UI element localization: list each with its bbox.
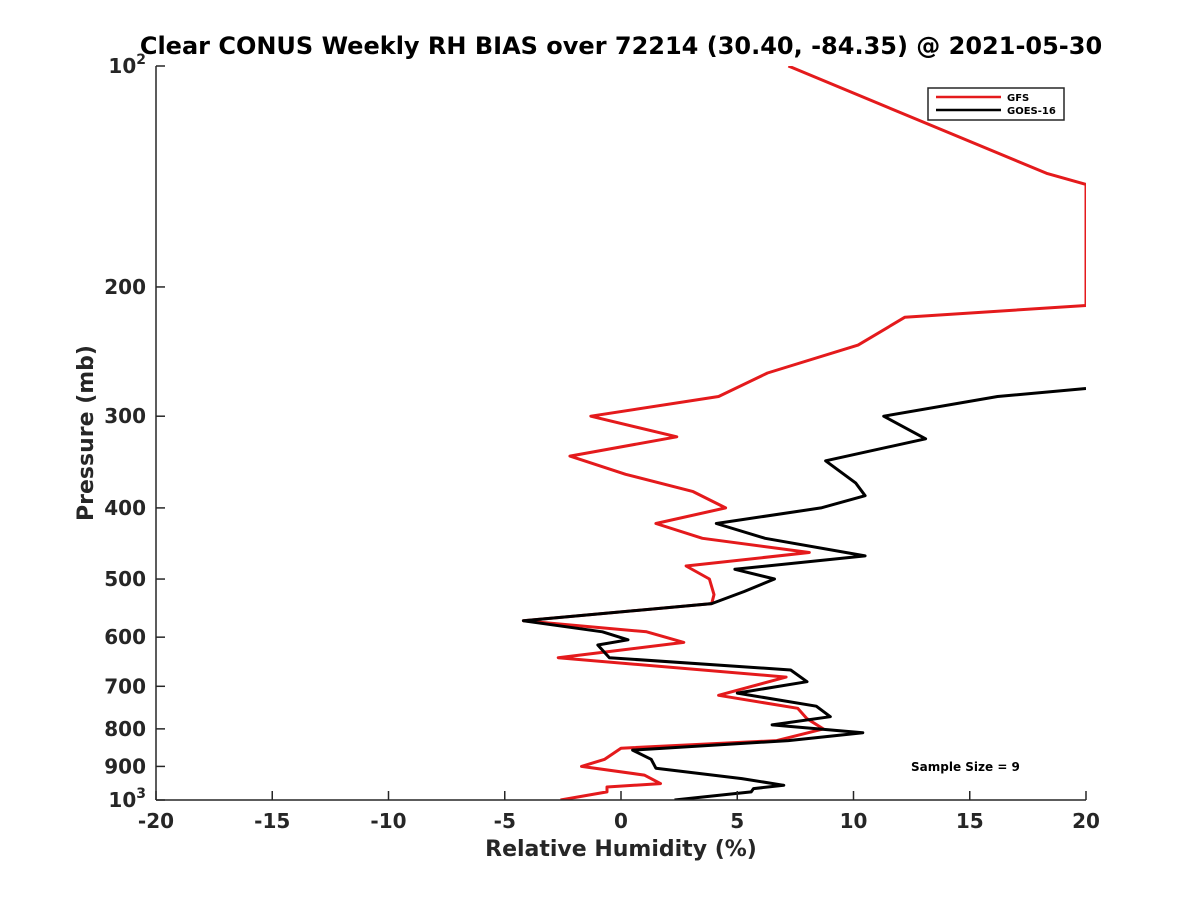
y-tick-label: 500 — [104, 567, 146, 591]
x-tick-label: -15 — [254, 809, 290, 833]
y-tick-label: 900 — [104, 754, 146, 778]
legend-box — [927, 87, 1065, 121]
series-line-goes-16 — [521, 387, 1086, 800]
y-tick-label: 400 — [104, 496, 146, 520]
x-tick-label: -20 — [138, 809, 174, 833]
y-tick-label: 700 — [104, 674, 146, 698]
legend-label-gfs: GFS — [1007, 93, 1029, 104]
x-tick-label: 5 — [730, 809, 744, 833]
legend: GFS GOES-16 — [927, 87, 1065, 121]
y-tick-label: 102 — [108, 52, 146, 78]
x-axis-label: Relative Humidity (%) — [485, 837, 757, 862]
y-tick-label: 103 — [108, 786, 146, 812]
x-tick-label: -5 — [494, 809, 516, 833]
x-tick-label: 15 — [956, 809, 984, 833]
plot-area: -20 -15 -10 -5 0 5 10 15 20 102 200 300 400 500 600 70… — [104, 52, 1100, 833]
y-tick-label: 200 — [104, 275, 146, 299]
y-axis-label: Pressure (mb) — [74, 345, 99, 521]
y-tick-label: 800 — [104, 717, 146, 741]
y-tick-label: 300 — [104, 404, 146, 428]
legend-label-goes-16: GOES-16 — [1007, 106, 1056, 117]
series-line-gfs — [521, 66, 1086, 800]
x-tick-label: 10 — [840, 809, 868, 833]
x-tick-label: 0 — [614, 809, 628, 833]
x-tick-label: 20 — [1072, 809, 1100, 833]
sample-size-annotation: Sample Size = 9 — [911, 760, 1020, 774]
y-tick-label: 600 — [104, 625, 146, 649]
x-tick-label: -10 — [370, 809, 406, 833]
chart-title: Clear CONUS Weekly RH BIAS over 72214 (3… — [140, 32, 1102, 60]
